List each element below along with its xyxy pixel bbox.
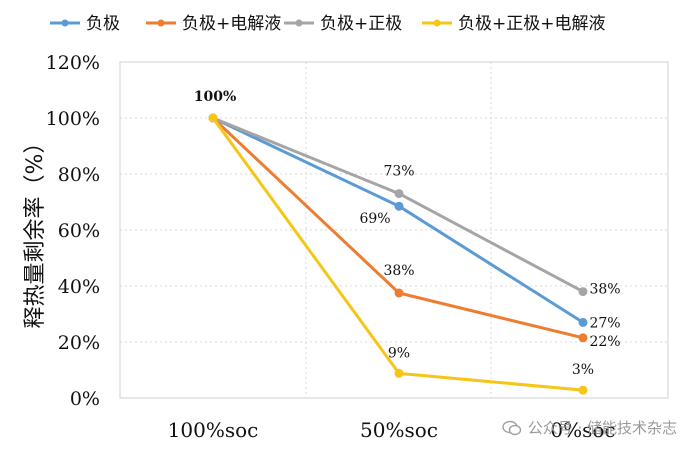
data-point [579,287,588,296]
data-label: 9% [388,345,410,361]
y-axis-ticks: 0% 20% 40% 60% 80% 100% 120% [46,52,100,410]
watermark-text: 公众号 · 储能技术杂志 [528,417,677,438]
y-tick-label: 120% [46,52,100,74]
y-tick-label: 20% [58,332,100,354]
data-label: 38% [589,282,620,298]
y-axis-label: 释热量剩余率（%） [23,132,48,329]
y-tick-label: 60% [58,220,100,242]
legend-label: 负极+电解液 [182,14,281,34]
data-point [395,202,404,211]
data-point [579,333,588,342]
x-tick-label: 100%soc [168,418,259,442]
data-point [395,289,404,298]
data-point [579,386,588,395]
legend-swatch-marker [296,20,303,27]
wechat-icon [502,420,522,436]
legend-swatch-marker [434,20,441,27]
x-tick-label: 50%soc [360,418,438,442]
legend-item: 负极+正极+电解液 [422,14,606,34]
data-label: 22% [589,334,620,350]
data-label: 38% [383,263,414,279]
y-tick-label: 40% [58,276,100,298]
data-point [395,189,404,198]
data-point [209,114,218,123]
y-tick-label: 80% [58,164,100,186]
legend-swatch-marker [62,20,69,27]
chart-legend: 负极 负极+电解液 负极+正极 负极+正极+电解液 [50,14,606,34]
data-label: 73% [383,164,414,180]
series-line [209,114,588,343]
legend-item: 负极 [50,14,120,34]
legend-label: 负极 [86,14,120,34]
legend-item: 负极+正极 [284,14,402,34]
watermark: 公众号 · 储能技术杂志 [502,417,677,438]
y-tick-label: 0% [70,388,100,410]
legend-label: 负极+正极 [320,14,402,34]
y-tick-label: 100% [46,108,100,130]
data-label-start: 100% [194,89,237,105]
data-point [579,318,588,327]
data-label: 69% [359,211,390,227]
data-labels: 69% 27% 38% 22% 73% 38% 9% 3% 100% [194,89,621,378]
legend-swatch-marker [158,20,165,27]
legend-label: 负极+正极+电解液 [458,14,606,34]
data-label: 3% [572,362,594,378]
series-path [213,118,583,338]
legend-item: 负极+电解液 [146,14,281,34]
data-point [395,369,404,378]
data-label: 27% [589,315,620,331]
